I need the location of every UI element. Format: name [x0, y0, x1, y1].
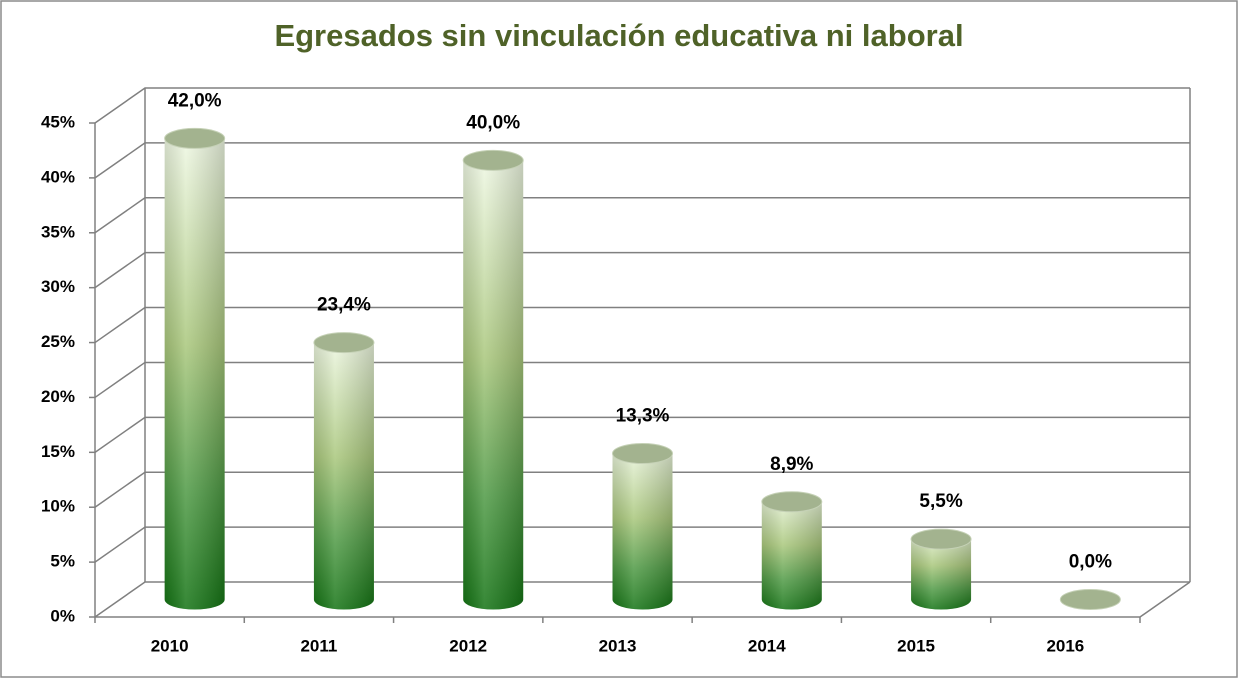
grid-line — [94, 87, 1190, 124]
bar-top — [612, 442, 673, 464]
grid-line — [94, 416, 1190, 453]
bar-top — [910, 528, 972, 550]
x-tick-label: 2010 — [151, 636, 189, 655]
y-tick-label: 45% — [41, 112, 75, 131]
value-label: 8,9% — [770, 454, 813, 475]
x-tick-label: 2016 — [1046, 636, 1084, 655]
bar-shade — [164, 128, 225, 610]
bar-shade — [463, 150, 524, 610]
y-tick-label: 5% — [50, 552, 75, 571]
grid-line — [94, 581, 1190, 618]
grid-line — [94, 142, 1190, 179]
bar-shade — [911, 529, 972, 610]
bar-shade — [313, 332, 374, 610]
cylinder — [462, 149, 524, 610]
value-label: 0,0% — [1069, 552, 1112, 573]
cylinder — [1059, 589, 1121, 610]
cylinder — [910, 528, 972, 610]
x-tick-label: 2014 — [748, 636, 786, 655]
grid-line — [94, 526, 1190, 563]
grid-line — [94, 471, 1190, 508]
x-tick-label: 2011 — [300, 636, 337, 655]
y-tick-label: 20% — [41, 387, 75, 406]
y-tick-label: 40% — [41, 167, 75, 186]
grid-line — [94, 251, 1190, 289]
cylinder — [612, 442, 673, 610]
x-tick-label: 2013 — [599, 636, 637, 655]
value-label: 5,5% — [919, 491, 962, 512]
bar-shade — [612, 443, 673, 610]
bar-top — [164, 127, 226, 149]
y-tick-label: 30% — [41, 277, 75, 296]
bar-top — [462, 149, 524, 171]
x-tick-label: 2015 — [897, 636, 935, 655]
y-tick-label: 10% — [41, 497, 75, 516]
bar-top — [313, 332, 375, 354]
bar-top — [1059, 589, 1121, 610]
value-label: 23,4% — [317, 295, 371, 316]
value-label: 42,0% — [168, 90, 222, 111]
plot-area: 0% 5% 10% 15% 20% 25% 30% 35% 40% 45% 2010 42,0% 201… — [41, 87, 1191, 655]
grid-line — [94, 361, 1190, 399]
y-tick-label: 15% — [41, 442, 75, 461]
value-label: 13,3% — [616, 406, 670, 427]
x-tick-label: 2012 — [449, 636, 487, 655]
bar-top — [761, 491, 823, 513]
cylinder — [164, 127, 226, 610]
y-tick-label: 35% — [41, 222, 75, 241]
y-tick-label: 0% — [50, 606, 75, 625]
value-label: 40,0% — [466, 112, 520, 133]
grid-line — [94, 306, 1190, 344]
cylinder — [313, 332, 375, 610]
cylinder — [761, 491, 823, 610]
y-tick-label: 25% — [41, 332, 75, 351]
grid-line — [94, 197, 1190, 234]
back-wall-edge — [94, 88, 1191, 617]
bar-shade — [761, 491, 822, 610]
chart-title: Egresados sin vinculación educativa ni l… — [274, 18, 963, 53]
